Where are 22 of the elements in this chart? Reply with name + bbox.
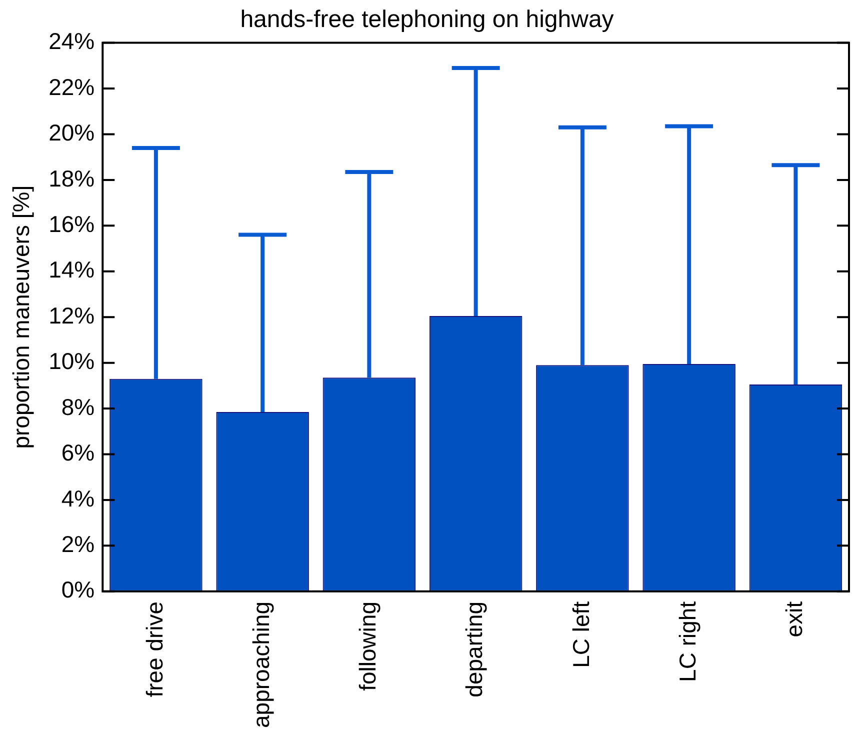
y-tick-label: 4% <box>61 485 95 512</box>
y-axis-title: proportion maneuvers [%] <box>8 185 34 449</box>
y-tick-label: 6% <box>61 440 95 466</box>
chart-title: hands-free telephoning on highway <box>240 6 614 34</box>
y-tick-label: 18% <box>48 165 95 192</box>
y-tick-label: 2% <box>61 531 95 558</box>
x-tick-label: approaching <box>248 601 274 728</box>
y-tick-label: 14% <box>48 256 95 283</box>
x-tick-label: following <box>354 601 381 691</box>
y-tick-label: 22% <box>48 74 95 100</box>
x-tick-label: departing <box>461 601 488 698</box>
x-tick-label: free drive <box>141 601 168 698</box>
y-tick-label: 10% <box>48 348 95 374</box>
y-tick-label: 16% <box>48 211 95 238</box>
y-tick-label: 24% <box>48 28 95 54</box>
y-tick-label: 0% <box>61 576 95 603</box>
y-tick-label: 12% <box>48 302 95 328</box>
x-tick-label: LC right <box>674 600 700 682</box>
x-tick-label: LC left <box>568 600 594 668</box>
x-tick-label: exit <box>781 600 808 638</box>
y-tick-label: 20% <box>48 120 95 146</box>
y-tick-label: 8% <box>61 394 95 420</box>
